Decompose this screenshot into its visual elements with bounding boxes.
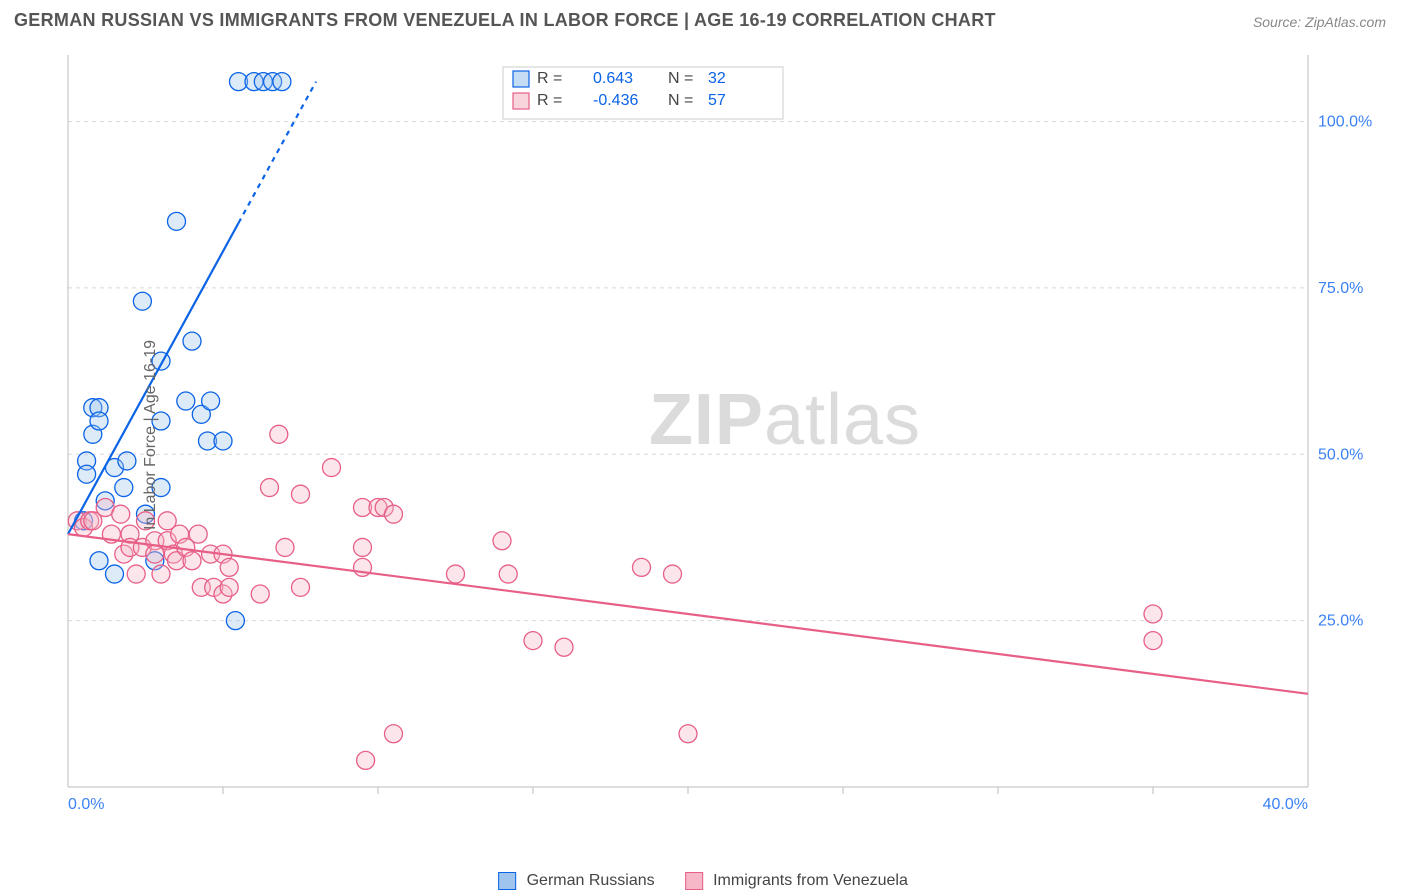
- source-label: Source: ZipAtlas.com: [1253, 14, 1386, 30]
- svg-text:0.643: 0.643: [593, 70, 633, 87]
- legend-item-2: Immigrants from Venezuela: [685, 872, 908, 890]
- svg-text:75.0%: 75.0%: [1318, 280, 1363, 297]
- svg-text:40.0%: 40.0%: [1263, 796, 1308, 813]
- chart-svg: 25.0% 50.0% 75.0% 100.0% 0.0% 40.0% R = 0.643 N …: [48, 55, 1388, 815]
- svg-text:0.0%: 0.0%: [68, 796, 104, 813]
- svg-text:57: 57: [708, 92, 726, 109]
- svg-text:R =: R =: [537, 92, 562, 109]
- chart-title: GERMAN RUSSIAN VS IMMIGRANTS FROM VENEZU…: [14, 10, 996, 31]
- y-axis-label: In Labor Force | Age 16-19: [142, 340, 160, 530]
- svg-text:25.0%: 25.0%: [1318, 613, 1363, 630]
- svg-text:100.0%: 100.0%: [1318, 114, 1372, 131]
- svg-text:N =: N =: [668, 92, 693, 109]
- svg-text:50.0%: 50.0%: [1318, 446, 1363, 463]
- svg-text:-0.436: -0.436: [593, 92, 638, 109]
- svg-text:32: 32: [708, 70, 726, 87]
- legend-label-1: German Russians: [527, 872, 655, 889]
- legend-item-1: German Russians: [498, 872, 655, 890]
- plot-area: In Labor Force | Age 16-19 25.0% 50.0% 75.…: [48, 55, 1388, 815]
- chart-container: GERMAN RUSSIAN VS IMMIGRANTS FROM VENEZU…: [0, 0, 1406, 892]
- swatch-1: [498, 872, 516, 890]
- swatch-2: [685, 872, 703, 890]
- bottom-legend: German Russians Immigrants from Venezuel…: [498, 872, 908, 890]
- svg-text:R =: R =: [537, 70, 562, 87]
- legend-label-2: Immigrants from Venezuela: [713, 872, 908, 889]
- svg-text:N =: N =: [668, 70, 693, 87]
